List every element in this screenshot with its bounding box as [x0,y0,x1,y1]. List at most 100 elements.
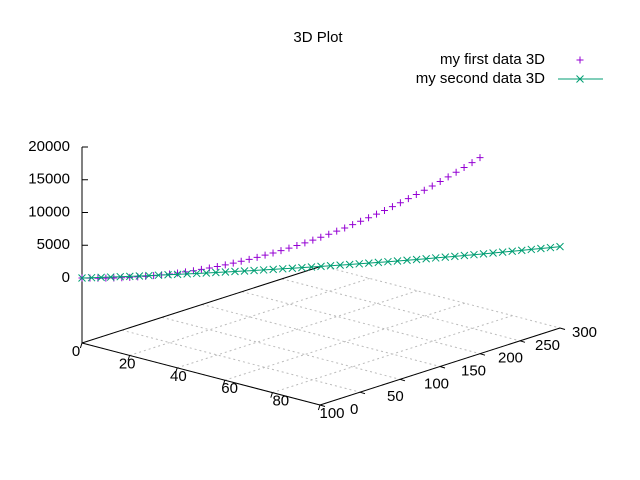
data-point [412,191,420,199]
y-tick [519,340,526,343]
grid-line [177,290,418,369]
data-point [145,271,153,280]
data-point [373,210,381,218]
data-point [174,269,182,277]
data-point [213,262,221,270]
x-tick [127,355,131,361]
data-point [333,227,341,235]
data-point [237,257,245,265]
data-point [436,177,444,185]
x-tick-label: 0 [72,343,80,360]
data-point [259,266,268,274]
z-tick-label: 20000 [28,138,70,155]
grid-line [201,304,441,367]
legend-label: my first data 3D [440,51,545,68]
data-point [173,270,182,279]
data-point [211,268,220,277]
data-point [403,256,411,265]
data-point [285,244,293,252]
y-tick-label: 250 [535,337,560,354]
data-point [345,260,354,269]
data-point [102,274,110,282]
data-point [183,270,192,278]
grid-line [161,316,401,380]
y-tick [399,378,406,382]
data-point [537,244,545,253]
data-point [106,273,115,281]
data-point [460,164,468,172]
data-point [380,206,388,214]
z-tick-label: 0 [62,269,70,286]
data-point [428,182,436,190]
data-point [336,261,344,269]
data-point [87,273,96,282]
x-tick-label: 80 [272,393,289,410]
data-point [341,224,349,232]
data-point [325,230,333,238]
data-point [245,255,253,263]
data-point [309,236,317,244]
legend-marker [576,75,584,83]
legend-marker [576,56,584,64]
data-point [527,245,536,254]
y-tick [359,391,366,395]
data-point [476,154,484,162]
data-point [317,262,325,271]
data-point [269,265,278,274]
data-point [384,257,392,266]
data-point [517,246,526,255]
data-point [269,249,277,257]
data-point [307,263,316,271]
data-point [126,273,134,281]
data-point [97,273,105,282]
data-point [278,264,287,273]
data-point [301,239,309,247]
data-point [450,252,459,261]
data-point [288,264,297,273]
x-tick [175,367,178,373]
data-point [460,251,469,260]
data-point [431,254,440,262]
data-point [326,261,335,270]
x-tick [222,380,226,386]
data-point [357,217,365,225]
data-point [479,249,488,258]
data-point [388,203,396,211]
y-tick [479,353,486,356]
grid-line [121,329,361,393]
data-point [116,272,125,281]
data-point [135,272,144,280]
x-tick-label: 100 [319,405,344,422]
data-point [221,268,230,276]
data-point [393,257,402,265]
data-point [221,261,229,269]
data-point [422,254,431,263]
x-tick [79,342,83,349]
data-point [374,258,383,267]
data-point [231,267,239,276]
chart-title: 3D Plot [293,29,343,46]
data-point [298,263,306,272]
y-tick-label: 300 [572,324,597,341]
data-point [229,259,237,267]
grid-line [281,278,521,342]
y-tick [319,404,326,407]
x-tick-label: 20 [119,355,136,372]
data-point [404,195,412,203]
grid-line [321,265,561,329]
y-tick-label: 100 [424,375,449,392]
y-tick-label: 0 [350,401,358,418]
data-point [125,272,134,281]
data-point [202,269,211,277]
data-point [365,214,373,222]
data-point [293,242,301,250]
data-point [470,250,478,259]
data-point [556,242,564,251]
data-point [498,248,507,256]
data-point [489,249,497,257]
data-point [164,270,172,279]
data-point [364,259,373,267]
grid-line [129,277,370,356]
y-tick [439,366,446,369]
